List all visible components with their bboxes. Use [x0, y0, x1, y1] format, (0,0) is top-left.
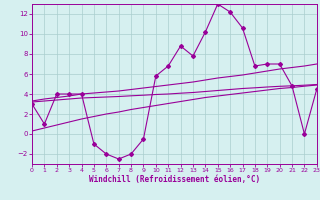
X-axis label: Windchill (Refroidissement éolien,°C): Windchill (Refroidissement éolien,°C) [89, 175, 260, 184]
